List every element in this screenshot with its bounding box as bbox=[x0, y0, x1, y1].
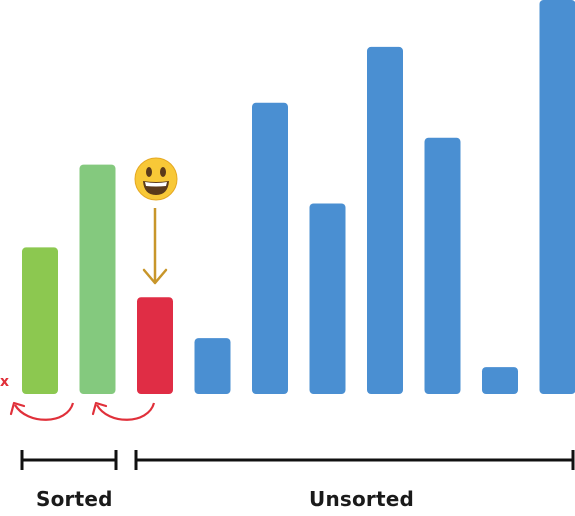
bar-unsorted bbox=[310, 204, 346, 395]
bar-unsorted bbox=[252, 103, 288, 394]
bar-unsorted bbox=[482, 367, 518, 394]
reject-mark: x bbox=[0, 374, 9, 390]
bar-sorted bbox=[80, 165, 116, 394]
sorted-bracket bbox=[22, 450, 116, 470]
grinning-face-icon bbox=[135, 158, 177, 200]
bar-unsorted bbox=[540, 0, 575, 394]
curved-arrow-icon bbox=[93, 403, 154, 420]
bar-unsorted bbox=[195, 338, 231, 394]
sorted-label: Sorted bbox=[36, 487, 113, 511]
bars-group bbox=[22, 0, 575, 394]
bar-current bbox=[137, 297, 173, 394]
bar-sorted bbox=[22, 247, 58, 394]
curved-arrow-icon bbox=[11, 403, 73, 420]
unsorted-label: Unsorted bbox=[309, 487, 414, 511]
bar-unsorted bbox=[425, 138, 461, 394]
down-arrow-icon bbox=[144, 208, 166, 283]
bar-unsorted bbox=[367, 47, 403, 394]
unsorted-bracket bbox=[136, 450, 573, 470]
